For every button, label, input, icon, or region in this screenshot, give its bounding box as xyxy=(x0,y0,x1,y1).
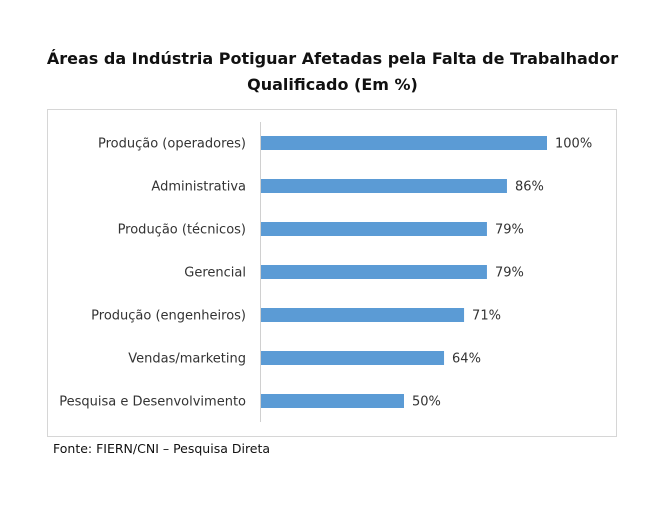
category-label: Produção (técnicos) xyxy=(118,223,246,238)
source-note: Fonte: FIERN/CNI – Pesquisa Direta xyxy=(53,441,271,456)
bar xyxy=(261,179,507,193)
category-label: Administrativa xyxy=(151,180,246,195)
category-label: Produção (engenheiros) xyxy=(91,309,246,324)
chart-title: Áreas da Indústria Potiguar Afetadas pel… xyxy=(40,46,625,98)
value-label: 79% xyxy=(495,223,524,238)
bar xyxy=(261,308,465,322)
value-label: 79% xyxy=(495,266,524,281)
chart-title-line-2: Qualificado (Em %) xyxy=(247,75,418,94)
bar xyxy=(261,265,487,279)
bar xyxy=(261,222,487,236)
value-label: 50% xyxy=(412,395,441,410)
bar xyxy=(261,394,404,408)
category-label: Pesquisa e Desenvolvimento xyxy=(59,395,246,410)
category-label: Gerencial xyxy=(184,266,246,281)
value-label: 71% xyxy=(472,309,501,324)
bar xyxy=(261,351,445,365)
chart-frame xyxy=(47,109,617,437)
value-label: 100% xyxy=(555,137,592,152)
category-label: Vendas/marketing xyxy=(128,352,246,367)
bar xyxy=(261,136,547,150)
value-label: 86% xyxy=(515,180,544,195)
chart-title-line-1: Áreas da Indústria Potiguar Afetadas pel… xyxy=(46,49,619,68)
value-label: 64% xyxy=(452,352,481,367)
bars-group: Produção (operadores) 100% Administrativa 8… xyxy=(59,136,592,410)
category-label: Produção (operadores) xyxy=(98,137,246,152)
